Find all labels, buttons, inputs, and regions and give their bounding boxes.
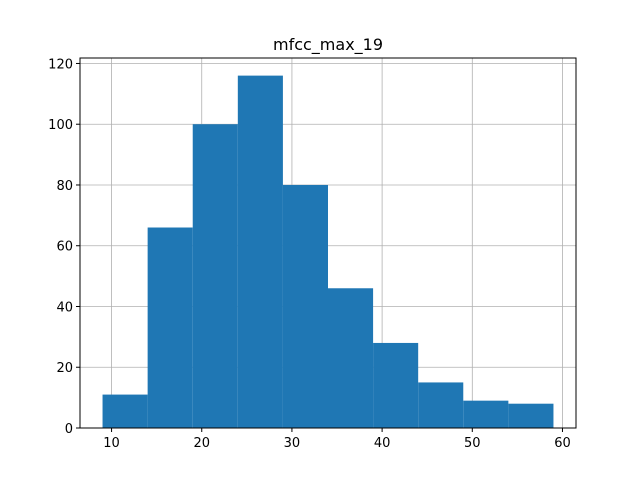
- y-tick-label: 20: [56, 361, 73, 376]
- histogram-bar: [192, 124, 238, 428]
- histogram-bar: [147, 227, 193, 428]
- y-tick-label: 80: [56, 179, 73, 194]
- y-tick-label: 40: [56, 300, 73, 315]
- histogram-bar: [328, 288, 374, 428]
- x-tick-label: 50: [464, 436, 481, 451]
- x-tick-label: 40: [374, 436, 391, 451]
- histogram-bar: [508, 403, 554, 428]
- histogram-bar: [102, 394, 148, 428]
- histogram-bar: [463, 400, 509, 428]
- axes-layer: 10 20 30 40 50 60 0 20 40 60 80 100 120: [48, 57, 577, 451]
- x-tick-label: 20: [193, 436, 210, 451]
- chart-title: mfcc_max_19: [273, 35, 383, 55]
- plot-frame: [79, 57, 577, 429]
- y-tick-label: 60: [56, 240, 73, 255]
- x-tick-label: 10: [103, 436, 120, 451]
- y-tick-label: 0: [65, 422, 73, 437]
- bars-layer: [102, 75, 554, 428]
- histogram-bar: [237, 75, 283, 428]
- histogram-bar: [418, 382, 464, 428]
- y-tick-label: 120: [48, 57, 73, 72]
- y-tick-label: 100: [48, 118, 73, 133]
- x-tick-label: 30: [284, 436, 301, 451]
- x-tick-label: 60: [554, 436, 571, 451]
- histogram-bar: [373, 342, 419, 428]
- histogram-bar: [282, 184, 328, 428]
